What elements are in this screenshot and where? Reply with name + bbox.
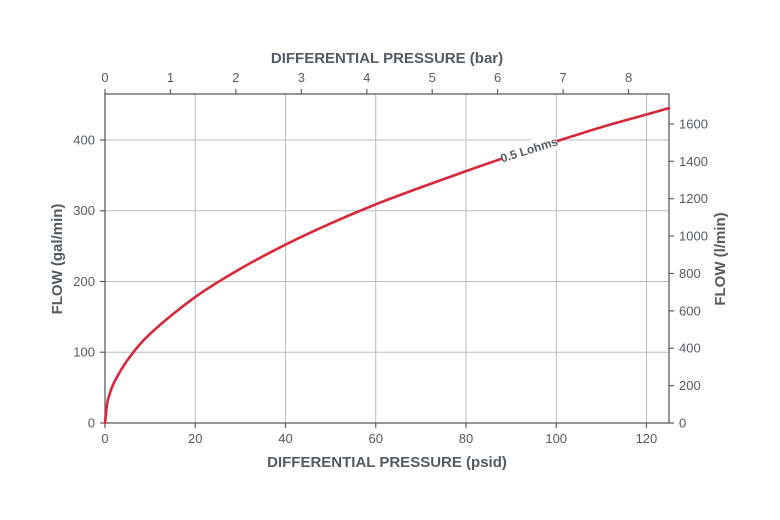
y-right-tick-label: 200: [679, 378, 701, 393]
tick-labels: 0 20 40 60 80 100 1200 1 2 3 4 5 6 7 80100200300400020…: [73, 70, 708, 446]
grid: [105, 94, 669, 423]
x-top-tick-label: 0: [101, 70, 108, 85]
x-bottom-tick-label: 120: [636, 431, 658, 446]
y-right-tick-label: 400: [679, 341, 701, 356]
y-right-tick-label: 800: [679, 266, 701, 281]
axis-ticks: [100, 89, 674, 428]
y-right-tick-label: 1400: [679, 154, 708, 169]
series-curves: 0.5 Lohms: [103, 106, 671, 425]
y-right-tick-label: 600: [679, 303, 701, 318]
x-top-tick-label: 4: [363, 70, 370, 85]
x-bottom-tick-label: 60: [368, 431, 382, 446]
x-top-tick-label: 2: [232, 70, 239, 85]
y-left-tick-label: 200: [73, 274, 95, 289]
x-bottom-tick-label: 80: [459, 431, 473, 446]
series-label: 0.5 Lohms: [499, 134, 560, 165]
y-left-tick-label: 300: [73, 203, 95, 218]
y-left-tick-label: 100: [73, 345, 95, 360]
x-top-tick-label: 8: [625, 70, 632, 85]
y-left-tick-label: 400: [73, 132, 95, 147]
plot-frame: [104, 93, 670, 424]
x-top-tick-label: 5: [429, 70, 436, 85]
series-line: [103, 106, 671, 425]
x-top-axis-title: DIFFERENTIAL PRESSURE (bar): [271, 50, 503, 67]
y-left-tick-label: 0: [88, 416, 95, 431]
y-right-tick-label: 1200: [679, 191, 708, 206]
x-bottom-tick-label: 20: [188, 431, 202, 446]
y-right-tick-label: 0: [679, 416, 686, 431]
x-top-tick-label: 1: [167, 70, 174, 85]
x-bottom-tick-label: 0: [101, 431, 108, 446]
x-top-tick-label: 3: [298, 70, 305, 85]
y-left-axis-title: FLOW (gal/min): [49, 204, 66, 315]
y-right-tick-label: 1000: [679, 229, 708, 244]
x-bottom-tick-label: 40: [278, 431, 292, 446]
x-top-tick-label: 6: [494, 70, 501, 85]
x-top-tick-label: 7: [559, 70, 566, 85]
y-right-tick-label: 1600: [679, 116, 708, 131]
y-right-axis-title: FLOW (l/min): [712, 212, 729, 305]
series-label-background: [498, 132, 560, 167]
x-bottom-axis-title: DIFFERENTIAL PRESSURE (psid): [267, 454, 507, 471]
x-bottom-tick-label: 100: [545, 431, 567, 446]
